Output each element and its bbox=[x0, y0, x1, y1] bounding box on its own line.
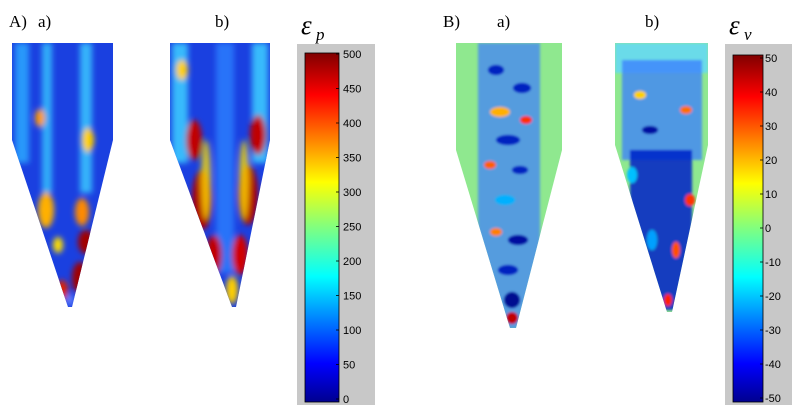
panel-b-label: B) bbox=[443, 12, 460, 31]
colorbar-a-tick-label: 0 bbox=[343, 394, 349, 405]
colorbar-b-tick-label: 30 bbox=[765, 121, 777, 133]
colorbar-a-subscript: p bbox=[315, 25, 325, 44]
panel-a-map-a bbox=[12, 43, 113, 307]
panel-b-map-b bbox=[615, 43, 708, 312]
panel-a-sub-a: a) bbox=[38, 12, 51, 31]
panel-b-sub-a: a) bbox=[497, 12, 510, 31]
colorbar-b-tick-label: 0 bbox=[765, 223, 771, 235]
colorbar-b-tick-label: 40 bbox=[765, 87, 777, 99]
colorbar-b-tick-label: -10 bbox=[765, 257, 781, 269]
panel-b-sub-b: b) bbox=[645, 12, 659, 31]
colorbar-b-subscript: v bbox=[744, 25, 752, 44]
panel-a-map-b bbox=[170, 43, 270, 307]
colorbar-a-tick-label: 400 bbox=[343, 118, 361, 130]
colorbar-a-tick-label: 300 bbox=[343, 187, 361, 199]
colorbar-a-tick-label: 50 bbox=[343, 360, 355, 372]
colorbar-a-tick-label: 500 bbox=[343, 49, 361, 61]
colorbar-b-tick-label: -30 bbox=[765, 325, 781, 337]
panel-b-map-a bbox=[456, 43, 562, 328]
colorbar-a-tick-label: 250 bbox=[343, 222, 361, 234]
colorbar-b-tick-label: -40 bbox=[765, 359, 781, 371]
colorbar-b-tick-label: 20 bbox=[765, 155, 777, 167]
colorbar-a-symbol: ε bbox=[301, 10, 312, 40]
panel-a-label: A) bbox=[9, 12, 27, 31]
colorbar-b: 50 40 30 20 10 0 -10 -20 -30 -40 -50 bbox=[725, 44, 792, 405]
colorbar-b-tick-label: 10 bbox=[765, 189, 777, 201]
colorbar-b-scale bbox=[732, 54, 764, 403]
colorbar-a-tick-label: 200 bbox=[343, 256, 361, 268]
colorbar-b-tick-label: -50 bbox=[765, 393, 781, 405]
colorbar-b-tick-label: -20 bbox=[765, 291, 781, 303]
colorbar-a-tick-label: 450 bbox=[343, 84, 361, 96]
colorbar-a-scale bbox=[304, 52, 340, 403]
panel-a-sub-b: b) bbox=[215, 12, 229, 31]
colorbar-b-tick-label: 50 bbox=[765, 53, 777, 65]
colorbar-a-tick-label: 350 bbox=[343, 153, 361, 165]
colorbar-b-symbol: ε bbox=[729, 10, 740, 40]
colorbar-a-tick-label: 100 bbox=[343, 325, 361, 337]
colorbar-a-tick-label: 150 bbox=[343, 291, 361, 303]
